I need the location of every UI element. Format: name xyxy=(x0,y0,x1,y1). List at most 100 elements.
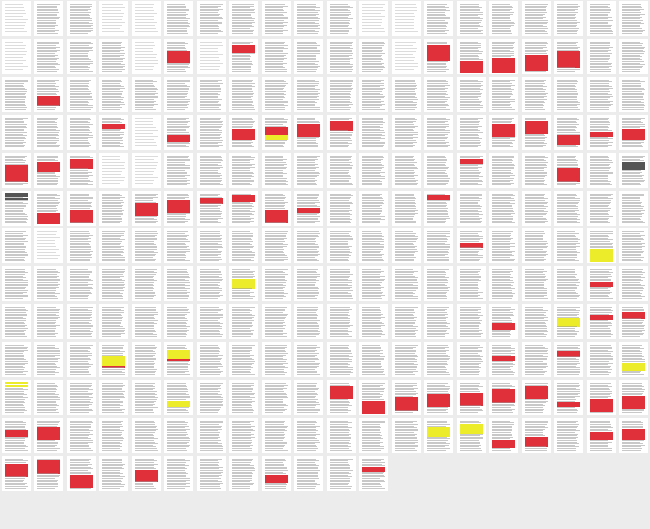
page-thumbnail[interactable] xyxy=(34,76,63,112)
page-thumbnail[interactable] xyxy=(489,304,518,340)
page-thumbnail[interactable] xyxy=(99,380,128,415)
page-thumbnail[interactable] xyxy=(34,1,63,36)
page-thumbnail[interactable] xyxy=(489,190,518,226)
page-thumbnail[interactable] xyxy=(391,1,421,36)
page-thumbnail[interactable] xyxy=(554,1,583,36)
page-thumbnail[interactable] xyxy=(164,228,193,264)
page-thumbnail[interactable] xyxy=(229,38,258,74)
page-thumbnail[interactable] xyxy=(456,266,486,302)
page-thumbnail[interactable] xyxy=(1,304,31,340)
page-thumbnail[interactable] xyxy=(66,76,96,112)
page-thumbnail[interactable] xyxy=(554,417,583,453)
page-thumbnail[interactable] xyxy=(1,342,31,378)
page-thumbnail[interactable] xyxy=(489,417,518,453)
page-thumbnail[interactable] xyxy=(131,380,161,415)
page-thumbnail[interactable] xyxy=(391,228,421,264)
page-thumbnail[interactable] xyxy=(424,114,453,150)
page-thumbnail[interactable] xyxy=(99,152,128,188)
page-thumbnail[interactable] xyxy=(554,380,583,415)
page-thumbnail[interactable] xyxy=(131,114,161,150)
page-thumbnail[interactable] xyxy=(391,190,421,226)
page-thumbnail[interactable] xyxy=(326,1,356,36)
page-thumbnail[interactable] xyxy=(1,266,31,302)
page-thumbnail[interactable] xyxy=(359,266,388,302)
page-thumbnail[interactable] xyxy=(164,266,193,302)
page-thumbnail[interactable] xyxy=(326,304,356,340)
page-thumbnail[interactable] xyxy=(99,304,128,340)
page-thumbnail[interactable] xyxy=(521,1,551,36)
page-thumbnail[interactable] xyxy=(164,114,193,150)
page-thumbnail[interactable] xyxy=(489,114,518,150)
page-thumbnail[interactable] xyxy=(391,417,421,453)
page-thumbnail[interactable] xyxy=(229,342,258,378)
page-thumbnail[interactable] xyxy=(196,76,226,112)
page-thumbnail[interactable] xyxy=(586,152,616,188)
page-thumbnail[interactable] xyxy=(554,190,583,226)
page-thumbnail[interactable] xyxy=(1,152,31,188)
page-thumbnail[interactable] xyxy=(1,455,31,491)
page-thumbnail[interactable] xyxy=(66,38,96,74)
page-thumbnail[interactable] xyxy=(489,266,518,302)
page-thumbnail[interactable] xyxy=(359,380,388,415)
page-thumbnail[interactable] xyxy=(424,38,453,74)
page-thumbnail[interactable] xyxy=(359,114,388,150)
page-thumbnail[interactable] xyxy=(391,266,421,302)
page-thumbnail[interactable] xyxy=(261,228,291,264)
page-thumbnail[interactable] xyxy=(229,455,258,491)
page-thumbnail[interactable] xyxy=(131,190,161,226)
page-thumbnail[interactable] xyxy=(424,266,453,302)
page-thumbnail[interactable] xyxy=(99,266,128,302)
page-thumbnail[interactable] xyxy=(196,190,226,226)
page-thumbnail[interactable] xyxy=(229,114,258,150)
page-thumbnail[interactable] xyxy=(196,1,226,36)
page-thumbnail[interactable] xyxy=(164,38,193,74)
page-thumbnail[interactable] xyxy=(196,114,226,150)
page-thumbnail[interactable] xyxy=(229,152,258,188)
page-thumbnail[interactable] xyxy=(131,342,161,378)
page-thumbnail[interactable] xyxy=(521,266,551,302)
page-thumbnail[interactable] xyxy=(229,1,258,36)
page-thumbnail[interactable] xyxy=(261,190,291,226)
page-thumbnail[interactable] xyxy=(424,152,453,188)
page-thumbnail[interactable] xyxy=(34,38,63,74)
page-thumbnail[interactable] xyxy=(261,342,291,378)
page-thumbnail[interactable] xyxy=(521,114,551,150)
page-thumbnail[interactable] xyxy=(294,455,323,491)
page-thumbnail[interactable] xyxy=(1,190,31,226)
page-thumbnail[interactable] xyxy=(586,1,616,36)
page-thumbnail[interactable] xyxy=(261,417,291,453)
page-thumbnail[interactable] xyxy=(456,114,486,150)
page-thumbnail[interactable] xyxy=(326,266,356,302)
page-thumbnail[interactable] xyxy=(164,304,193,340)
page-thumbnail[interactable] xyxy=(34,304,63,340)
page-thumbnail[interactable] xyxy=(391,76,421,112)
page-thumbnail[interactable] xyxy=(521,342,551,378)
page-thumbnail[interactable] xyxy=(131,1,161,36)
page-thumbnail[interactable] xyxy=(619,228,648,264)
page-thumbnail[interactable] xyxy=(489,152,518,188)
page-thumbnail[interactable] xyxy=(1,1,31,36)
page-thumbnail[interactable] xyxy=(489,228,518,264)
page-thumbnail[interactable] xyxy=(554,152,583,188)
page-thumbnail[interactable] xyxy=(521,190,551,226)
page-thumbnail[interactable] xyxy=(131,304,161,340)
page-thumbnail[interactable] xyxy=(326,417,356,453)
page-thumbnail[interactable] xyxy=(1,380,31,415)
page-thumbnail[interactable] xyxy=(196,455,226,491)
page-thumbnail[interactable] xyxy=(456,304,486,340)
page-thumbnail[interactable] xyxy=(619,76,648,112)
page-thumbnail[interactable] xyxy=(586,190,616,226)
page-thumbnail[interactable] xyxy=(554,342,583,378)
page-thumbnail[interactable] xyxy=(196,266,226,302)
page-thumbnail[interactable] xyxy=(66,455,96,491)
page-thumbnail[interactable] xyxy=(359,228,388,264)
page-thumbnail[interactable] xyxy=(489,380,518,415)
page-thumbnail[interactable] xyxy=(99,1,128,36)
page-thumbnail[interactable] xyxy=(359,455,388,491)
page-thumbnail[interactable] xyxy=(456,1,486,36)
page-thumbnail[interactable] xyxy=(261,1,291,36)
page-thumbnail[interactable] xyxy=(99,190,128,226)
page-thumbnail[interactable] xyxy=(294,266,323,302)
page-thumbnail[interactable] xyxy=(326,380,356,415)
page-thumbnail[interactable] xyxy=(164,1,193,36)
